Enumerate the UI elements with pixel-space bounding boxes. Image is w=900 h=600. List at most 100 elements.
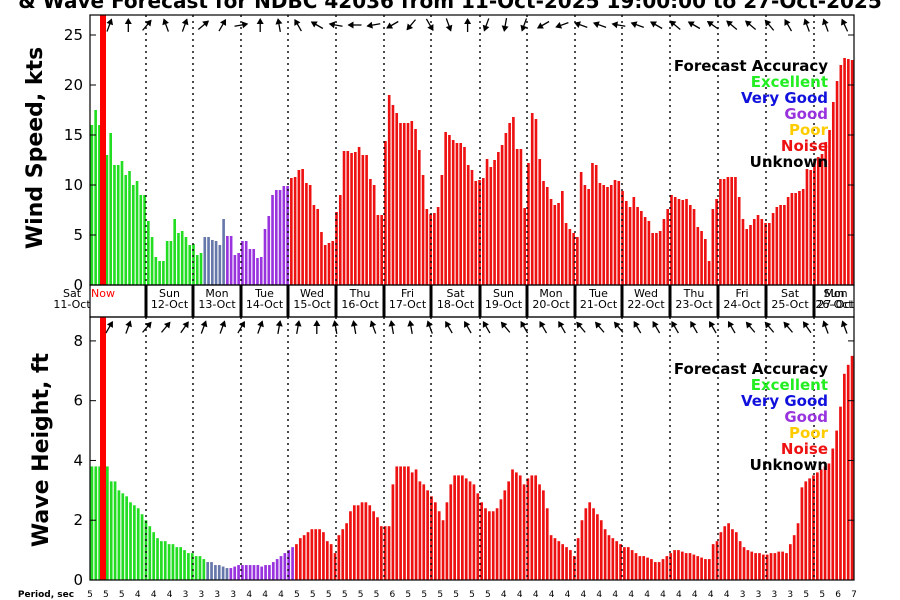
day-name-label: Tue	[254, 287, 274, 300]
wind-bar	[711, 209, 715, 285]
wind-bar	[188, 245, 192, 285]
wind-bar	[624, 201, 628, 285]
wind-bar	[685, 199, 688, 285]
wind-bar	[534, 119, 538, 285]
wind-bar	[252, 249, 256, 285]
wave-bar	[426, 490, 429, 580]
wave-y-axis-label: Wave Height, ft	[29, 352, 54, 547]
day-name-label: Fri	[401, 287, 414, 300]
wind-bar	[783, 205, 786, 285]
wave-bar	[352, 505, 356, 580]
wind-bar	[459, 143, 463, 285]
wind-bar	[372, 185, 376, 285]
wind-bar	[519, 149, 523, 285]
wind-bar	[481, 178, 485, 285]
wave-bar	[206, 562, 210, 580]
wind-bar	[493, 160, 496, 285]
wind-bar	[305, 183, 308, 285]
wave-bar	[843, 373, 846, 580]
wind-bar	[410, 121, 414, 285]
period-value: 4	[533, 590, 539, 600]
wind-bar	[131, 185, 135, 285]
wind-bar	[154, 257, 158, 285]
wave-legend-item: Excellent	[751, 376, 828, 394]
day-date-label: 13-Oct	[198, 298, 236, 311]
wind-bar	[109, 133, 113, 285]
period-value: 4	[167, 590, 173, 600]
wave-plot-frame	[89, 316, 855, 581]
wind-direction-arrow	[386, 20, 399, 29]
wind-direction-arrow	[669, 20, 681, 30]
wave-y-tick-label: 2	[73, 511, 83, 529]
wave-bar	[322, 532, 325, 580]
wave-bar	[607, 535, 611, 580]
wind-bar	[342, 151, 346, 285]
wind-direction-arrow	[574, 21, 588, 29]
period-value: 5	[326, 590, 332, 600]
wind-bar	[809, 170, 813, 285]
wind-bar	[414, 129, 417, 285]
wave-bar	[368, 505, 372, 580]
period-value: 3	[214, 590, 220, 600]
wind-bar	[267, 216, 271, 285]
wave-bar	[800, 487, 804, 580]
wind-direction-arrow	[650, 21, 663, 30]
wind-bar	[116, 165, 120, 285]
wave-direction-arrow	[671, 320, 679, 334]
wind-bar	[632, 197, 636, 285]
period-value: 3	[756, 590, 762, 600]
wave-bar	[734, 532, 738, 580]
wind-bar	[489, 167, 493, 285]
wave-bar	[781, 551, 784, 580]
wind-direction-arrow	[764, 19, 775, 31]
wind-bar	[369, 179, 372, 285]
wind-bar	[602, 185, 606, 285]
period-value: 5	[374, 590, 380, 600]
wind-bar	[790, 193, 794, 285]
wind-direction-arrow	[218, 18, 227, 32]
day-name-label: Sat	[446, 287, 465, 300]
period-value: 3	[787, 590, 793, 600]
wind-bar	[387, 95, 391, 285]
wave-direction-arrow	[426, 320, 433, 334]
wave-bar	[650, 559, 653, 580]
wind-bar	[354, 152, 357, 285]
wave-bar	[846, 364, 850, 580]
wave-direction-arrow	[840, 320, 848, 334]
wind-bar	[244, 241, 248, 285]
wind-legend-item: Unknown	[750, 153, 828, 171]
wave-bar	[314, 529, 318, 580]
wave-bar	[410, 472, 414, 580]
wind-direction-arrow	[803, 18, 810, 32]
wave-bar	[94, 466, 98, 580]
wind-bar	[504, 133, 508, 285]
period-value: 3	[230, 590, 236, 600]
wave-bar	[433, 502, 437, 580]
wave-bar	[603, 529, 607, 580]
wave-bar	[268, 565, 271, 580]
wind-bar	[688, 205, 692, 285]
wave-bar	[399, 466, 402, 580]
wave-bar	[244, 565, 248, 580]
wind-bar	[715, 199, 718, 285]
wind-direction-arrow	[520, 18, 528, 32]
wave-bar	[727, 523, 730, 580]
wind-bar	[527, 163, 530, 285]
wind-bar	[233, 255, 237, 285]
wave-bar	[372, 511, 375, 580]
day-date-label: 25-Oct	[771, 298, 809, 311]
wave-bar	[329, 544, 333, 580]
period-value: 3	[740, 590, 746, 600]
wind-bar	[162, 261, 165, 285]
day-name-label: Sun	[493, 287, 514, 300]
wind-bar	[643, 217, 647, 285]
wind-bar	[813, 161, 816, 285]
wind-y-tick-label: 10	[64, 176, 83, 194]
wind-bar	[771, 213, 775, 285]
wind-bar	[670, 195, 673, 285]
wave-bar	[248, 565, 252, 580]
wind-bar	[98, 125, 101, 285]
wind-bar	[195, 255, 199, 285]
wind-direction-arrow	[310, 21, 324, 30]
wind-bar	[508, 123, 511, 285]
